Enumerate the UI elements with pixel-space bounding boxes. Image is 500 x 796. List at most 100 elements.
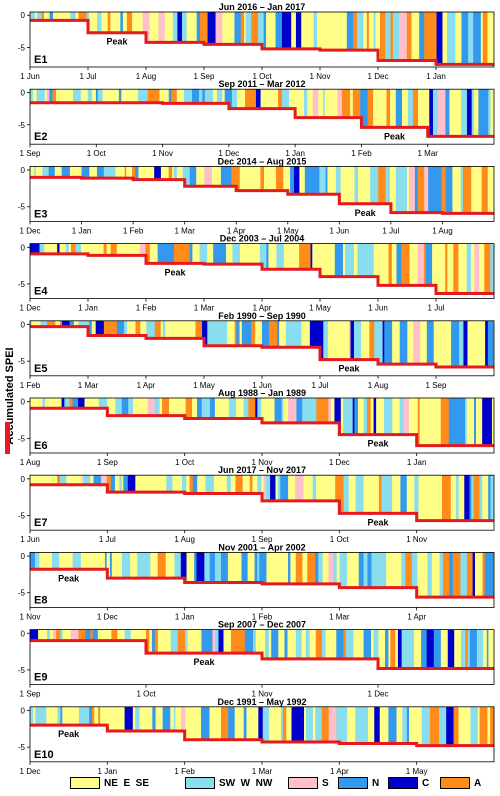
x-tick-label: 1 Oct	[330, 535, 350, 544]
weather-type-day	[480, 320, 486, 376]
x-tick-label: 1 May	[309, 304, 331, 313]
weather-type-day	[341, 12, 348, 67]
weather-type-day	[487, 12, 494, 67]
weather-type-day	[360, 89, 368, 145]
weather-type-day	[449, 552, 454, 608]
weather-type-day	[424, 166, 429, 222]
weather-type-day	[412, 89, 419, 145]
weather-type-day	[369, 320, 375, 376]
x-tick-label: 1 Jun	[20, 535, 40, 544]
weather-type-day	[372, 166, 377, 222]
weather-type-day	[433, 398, 436, 453]
peak-label: Peak	[355, 208, 377, 218]
event-id-label: E5	[34, 363, 47, 375]
y-tick-label: -5	[18, 589, 26, 598]
weather-type-day	[278, 629, 285, 685]
weather-type-day	[452, 166, 462, 222]
weather-type-day	[403, 89, 407, 145]
weather-type-day	[468, 12, 474, 67]
weather-type-day	[241, 552, 248, 608]
event-id-label: E2	[34, 131, 47, 143]
weather-type-day	[345, 243, 349, 299]
weather-type-day	[399, 398, 404, 453]
weather-type-day	[345, 629, 354, 685]
y-tick-label: -5	[18, 666, 26, 675]
panel-e3: Dec 2014 – Aug 2015 0 -5 1 Dec 1 Jan 1 Feb 1 M…	[18, 156, 495, 235]
panel-title: Sep 2011 – Mar 2012	[218, 79, 305, 89]
weather-type-day	[458, 475, 465, 531]
weather-type-day	[265, 629, 270, 685]
weather-type-day	[245, 12, 252, 67]
weather-type-day	[389, 166, 397, 222]
weather-type-day	[376, 166, 379, 222]
weather-type-day	[407, 320, 414, 376]
weather-type-day	[293, 12, 297, 67]
weather-type-day	[221, 706, 229, 762]
weather-type-day	[290, 629, 297, 685]
weather-type-day	[425, 243, 433, 299]
weather-type-day	[486, 629, 489, 685]
weather-type-day	[309, 629, 317, 685]
panel-e2: Sep 2011 – Mar 2012 0 -5 1 Sep 1 Oct 1 Nov 1 D…	[18, 79, 495, 158]
weather-type-day	[433, 629, 442, 685]
weather-type-day	[244, 12, 246, 67]
weather-type-day	[423, 243, 427, 299]
weather-type-day	[334, 243, 344, 299]
weather-type-day	[378, 629, 381, 685]
weather-type-day	[390, 629, 396, 685]
x-tick-label: 1 Jul	[312, 381, 329, 390]
weather-type-day	[231, 552, 235, 608]
weather-type-day	[295, 629, 302, 685]
weather-type-day	[305, 706, 314, 762]
weather-type-day	[291, 12, 295, 67]
event-id-label: E9	[34, 672, 47, 684]
weather-type-day	[452, 552, 461, 608]
x-tick-label: 1 Jun	[330, 226, 350, 235]
weather-type-day	[194, 552, 197, 608]
weather-type-day	[358, 629, 364, 685]
weather-type-day	[385, 629, 389, 685]
weather-type-day	[352, 166, 355, 222]
x-tick-label: 1 Dec	[20, 767, 41, 776]
weather-type-day	[487, 320, 494, 376]
weather-type-day	[392, 320, 395, 376]
weather-type-day	[405, 89, 409, 145]
weather-type-day	[380, 398, 383, 453]
panel-e7: Jun 2017 – Nov 2017 0 -5 1 Jun 1 Jul 1 Aug 1 S…	[18, 465, 495, 544]
weather-type-day	[438, 475, 443, 531]
weather-type-day	[275, 552, 282, 608]
weather-type-day	[483, 629, 488, 685]
weather-type-day	[478, 89, 486, 145]
weather-type-day	[453, 706, 459, 762]
weather-type-day	[469, 475, 472, 531]
x-tick-label: 1 May	[406, 767, 428, 776]
weather-type-day	[447, 12, 456, 67]
weather-type-day	[418, 475, 425, 531]
weather-type-day	[417, 166, 425, 222]
weather-type-day	[482, 12, 488, 67]
event-id-label: E8	[34, 594, 47, 606]
weather-type-day	[395, 166, 404, 222]
weather-type-day	[345, 398, 353, 453]
weather-type-day	[353, 629, 357, 685]
weather-type-day	[407, 89, 414, 145]
weather-type-day	[473, 89, 479, 145]
weather-type-day	[368, 706, 375, 762]
weather-type-day	[368, 12, 372, 67]
weather-type-day	[192, 706, 200, 762]
panel-title: Feb 1990 – Sep 1990	[218, 311, 306, 321]
x-tick-label: 1 Aug	[136, 72, 156, 81]
weather-type-day	[307, 552, 316, 608]
weather-type-day	[336, 552, 340, 608]
weather-type-day	[209, 706, 217, 762]
weather-type-day	[240, 12, 245, 67]
x-tick-label: 1 Aug	[174, 535, 194, 544]
weather-type-day	[302, 552, 308, 608]
panel-title: Dec 2014 – Aug 2015	[218, 156, 307, 166]
weather-type-day	[435, 475, 439, 531]
weather-type-day	[315, 706, 323, 762]
weather-type-day	[355, 475, 362, 531]
weather-type-day	[329, 12, 333, 67]
weather-type-day	[325, 629, 333, 685]
weather-type-day	[363, 629, 372, 685]
